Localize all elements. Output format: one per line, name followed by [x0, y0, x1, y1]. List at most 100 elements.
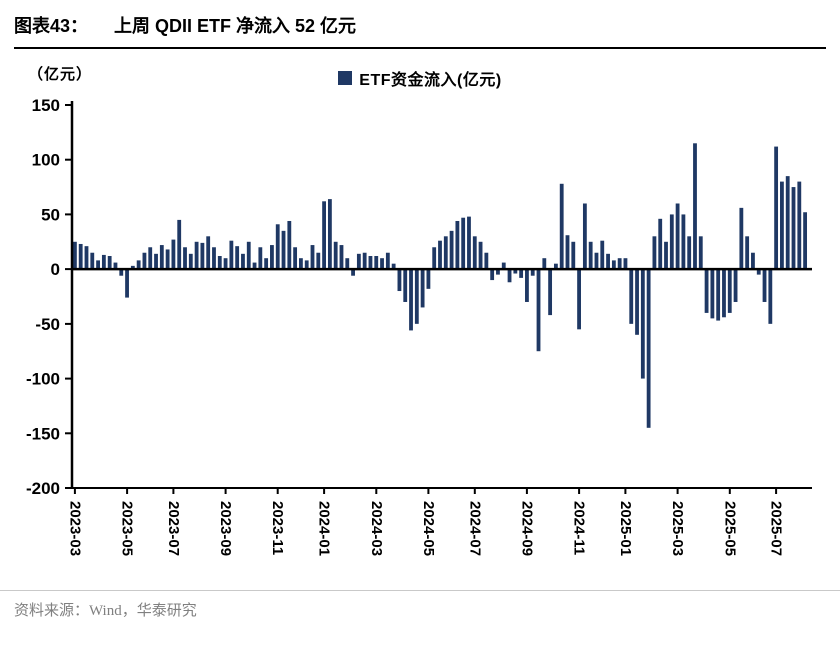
bar	[426, 269, 431, 289]
bar	[588, 241, 593, 270]
bar	[374, 256, 379, 270]
bar	[710, 269, 715, 319]
bar	[78, 243, 83, 270]
bar	[571, 241, 576, 270]
bar	[536, 269, 541, 352]
bar	[293, 247, 298, 270]
bar	[258, 247, 263, 270]
bar	[264, 258, 269, 270]
bar	[113, 262, 118, 270]
chart-title: 上周 QDII ETF 净流入 52 亿元	[114, 16, 357, 36]
bar	[154, 253, 158, 270]
bar	[217, 256, 222, 270]
bar	[675, 203, 680, 270]
y-tick-label: 100	[32, 151, 60, 170]
bar	[438, 240, 442, 270]
bar	[327, 199, 332, 270]
bar	[623, 258, 628, 270]
bar	[449, 230, 454, 270]
bar	[698, 236, 703, 270]
bar	[385, 252, 390, 270]
bar	[640, 269, 645, 379]
x-tick-label: 2023-09	[217, 501, 234, 556]
bar	[484, 252, 489, 270]
bar	[356, 253, 361, 270]
bar	[756, 269, 761, 275]
y-tick-label: 50	[41, 205, 60, 224]
bar	[142, 252, 147, 270]
bar	[223, 258, 228, 270]
bar	[704, 269, 709, 313]
bar	[600, 240, 605, 270]
legend-series-label: ETF资金流入(亿元)	[359, 72, 502, 89]
bar	[791, 187, 796, 270]
bar	[716, 269, 721, 321]
bar	[727, 269, 732, 313]
bar	[478, 241, 483, 270]
chart-legend: ETF资金流入(亿元)	[14, 63, 826, 93]
bar	[96, 260, 100, 270]
x-tick-label: 2023-05	[119, 501, 136, 556]
bar	[455, 220, 460, 270]
x-tick-label: 2025-07	[768, 501, 785, 556]
bar	[333, 241, 338, 270]
bar	[125, 269, 129, 298]
bar	[159, 245, 164, 270]
bar	[443, 236, 448, 270]
bar	[681, 214, 686, 270]
bar	[183, 247, 187, 270]
bar	[136, 260, 141, 270]
bar	[107, 256, 112, 270]
x-tick-label: 2023-11	[269, 501, 286, 555]
x-tick-label: 2024-11	[571, 501, 588, 555]
bar	[130, 265, 135, 270]
bar	[745, 236, 750, 270]
y-tick-label: -200	[26, 479, 60, 498]
bar	[304, 260, 309, 270]
bar	[519, 269, 524, 278]
bar	[629, 269, 634, 324]
bar	[246, 241, 251, 270]
bar	[414, 269, 419, 324]
bar	[281, 230, 286, 270]
bar	[270, 245, 274, 270]
bar	[797, 181, 802, 270]
bar	[693, 143, 697, 270]
bar	[391, 263, 396, 270]
bar	[90, 252, 95, 270]
bar	[611, 260, 616, 270]
bar	[646, 269, 651, 428]
bar	[362, 252, 367, 270]
x-tick-label: 2024-09	[518, 501, 535, 556]
bar	[368, 256, 373, 270]
x-tick-label: 2025-05	[721, 501, 738, 556]
bar	[310, 245, 315, 270]
source-text: 资料来源：Wind，华泰研究	[14, 603, 197, 619]
bar	[119, 269, 124, 276]
chart-header: 图表43： 上周 QDII ETF 净流入 52 亿元	[14, 8, 826, 49]
bar	[525, 269, 529, 302]
bar	[606, 253, 610, 270]
bar	[432, 247, 437, 270]
x-tick-label: 2025-03	[669, 501, 686, 556]
bar	[617, 258, 622, 270]
bar	[287, 220, 292, 270]
bar	[316, 252, 321, 270]
bar	[241, 253, 245, 270]
bar	[345, 258, 350, 270]
x-tick-label: 2025-01	[617, 501, 634, 556]
bar	[299, 258, 303, 270]
y-axis-unit-label: （亿元）	[28, 66, 93, 83]
bar	[472, 236, 477, 270]
bar	[768, 269, 773, 324]
bar	[101, 254, 106, 270]
y-tick-label: 0	[51, 260, 60, 279]
report-chart-panel: 图表43： 上周 QDII ETF 净流入 52 亿元 （亿元） ETF资金流入…	[14, 8, 826, 556]
x-tick-label: 2024-01	[316, 501, 333, 556]
bar	[490, 269, 495, 281]
bar	[722, 269, 726, 318]
bar	[275, 224, 280, 270]
bar	[513, 269, 518, 274]
y-tick-label: -150	[26, 424, 60, 443]
bar	[762, 269, 767, 302]
